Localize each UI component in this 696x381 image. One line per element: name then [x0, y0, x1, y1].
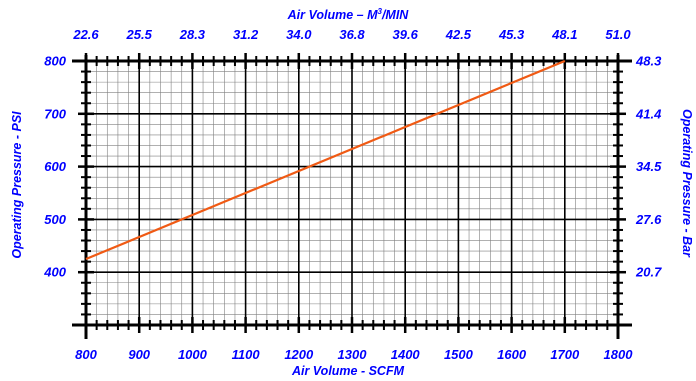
- top-tick-label: 42.5: [445, 27, 472, 42]
- bottom-tick-label: 1600: [497, 347, 527, 362]
- left-tick-label: 500: [44, 212, 66, 227]
- bottom-tick-labels: 800 900 1000 1100 1200 1300 1400 1500 1600 1700 18…: [75, 347, 633, 362]
- left-tick-label: 400: [43, 265, 66, 280]
- top-tick-label: 36.8: [339, 27, 365, 42]
- bottom-tick-label: 1800: [604, 347, 634, 362]
- left-tick-labels: 400 500 600 700 800: [43, 54, 66, 280]
- bottom-tick-label: 900: [128, 347, 150, 362]
- top-tick-label: 51.0: [605, 27, 631, 42]
- right-tick-labels: 20.7 27.6 34.5 41.4 48.3: [635, 54, 662, 280]
- bottom-tick-label: 800: [75, 347, 97, 362]
- bottom-tick-label: 1100: [232, 347, 261, 362]
- left-tick-label: 600: [44, 159, 66, 174]
- right-tick-label: 48.3: [635, 54, 662, 69]
- bottom-axis-title: Air Volume - SCFM: [291, 364, 405, 376]
- right-tick-label: 20.7: [635, 265, 662, 280]
- top-tick-label: 28.3: [179, 27, 206, 42]
- right-tick-label: 27.6: [635, 212, 662, 227]
- left-tick-label: 700: [44, 106, 66, 121]
- top-tick-label: 39.6: [393, 27, 419, 42]
- top-tick-labels: 22.6 25.5 28.3 31.2 34.0 36.8 39.6 42.5 45.3 48.1…: [72, 27, 631, 42]
- bottom-tick-label: 1300: [338, 347, 368, 362]
- left-tick-label: 800: [44, 54, 66, 69]
- right-tick-label: 41.4: [635, 106, 662, 121]
- top-tick-label: 48.1: [551, 27, 577, 42]
- top-axis-title: Air Volume – M3/MIN: [287, 7, 410, 22]
- left-axis-title: Operating Pressure - PSI: [10, 111, 24, 259]
- bottom-tick-label: 1700: [550, 347, 580, 362]
- bottom-tick-label: 1400: [391, 347, 421, 362]
- series-layer: [85, 59, 566, 261]
- top-tick-label: 25.5: [126, 27, 153, 42]
- tick-marks: [72, 53, 632, 339]
- major-grid: [85, 60, 619, 326]
- bottom-tick-label: 1500: [444, 347, 474, 362]
- right-tick-label: 34.5: [636, 159, 662, 174]
- bottom-tick-label: 1000: [178, 347, 208, 362]
- right-axis-title: Operating Pressure - Bar: [680, 109, 694, 258]
- top-tick-label: 22.6: [72, 27, 99, 42]
- top-tick-label: 31.2: [233, 27, 259, 42]
- series-line: [85, 59, 566, 261]
- top-tick-label: 45.3: [498, 27, 525, 42]
- bottom-tick-label: 1200: [284, 347, 314, 362]
- top-tick-label: 34.0: [286, 27, 312, 42]
